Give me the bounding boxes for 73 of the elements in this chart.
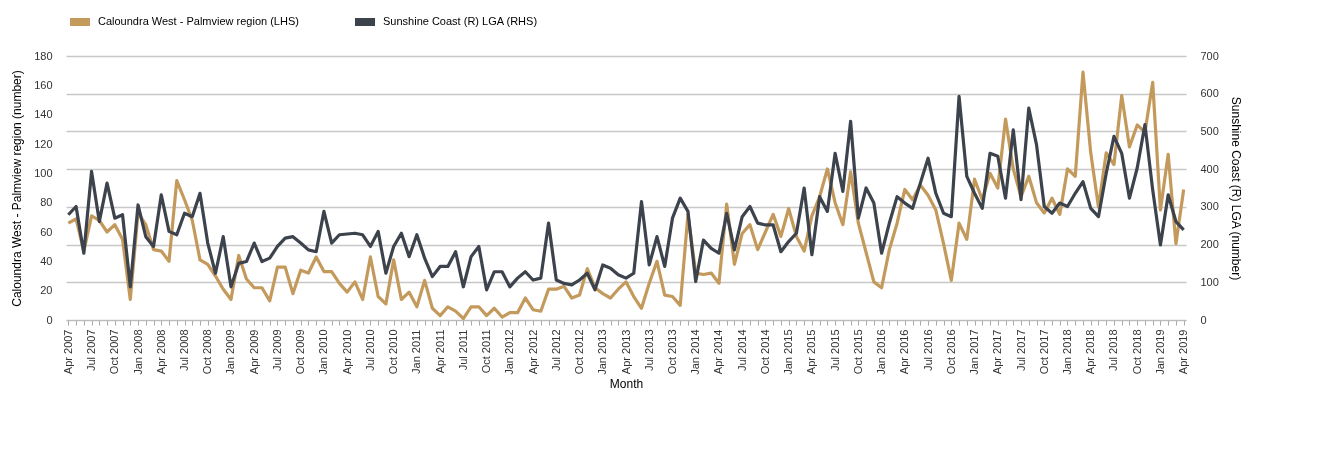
legend-label: Sunshine Coast (R) LGA (RHS): [383, 15, 538, 27]
legend-label: Caloundra West - Palmview region (LHS): [98, 15, 299, 27]
x-tick-label: Apr 2008: [154, 329, 167, 375]
x-tick-label: Oct 2011: [480, 329, 493, 374]
x-tick-label: Oct 2016: [944, 329, 957, 375]
y-tick-label: 100: [34, 166, 53, 179]
y-tick-label: 120: [34, 137, 53, 150]
x-tick-label: Jan 2010: [317, 329, 330, 375]
x-tick-label: Oct 2013: [665, 329, 678, 375]
y2-tick-label: 200: [1200, 238, 1219, 251]
x-tick-label: Jan 2009: [224, 329, 237, 375]
y2-tick-label: 0: [1200, 313, 1207, 326]
x-tick-label: Apr 2015: [805, 329, 818, 375]
y-tick-label: 0: [46, 313, 53, 326]
x-axis-title: Month: [609, 376, 644, 391]
x-tick-label: Apr 2010: [340, 329, 353, 375]
x-tick-label: Jan 2016: [875, 329, 888, 375]
y-tick-label: 40: [40, 254, 53, 267]
x-tick-label: Oct 2018: [1130, 329, 1143, 375]
y2-tick-label: 600: [1200, 87, 1219, 100]
x-tick-label: Apr 2019: [1177, 329, 1190, 375]
x-tick-label: Oct 2007: [108, 329, 121, 375]
x-tick-label: Jan 2014: [689, 329, 702, 375]
y-tick-label: 180: [34, 49, 53, 62]
x-tick-label: Apr 2013: [619, 329, 632, 375]
x-tick-label: Jan 2019: [1153, 329, 1166, 375]
y-tick-label: 20: [40, 284, 53, 297]
x-tick-label: Apr 2016: [898, 329, 911, 375]
x-tick-label: Jul 2008: [178, 329, 191, 372]
y-tick-label: 60: [40, 225, 53, 238]
y2-tick-label: 700: [1200, 49, 1219, 62]
x-tick-label: Jan 2015: [782, 329, 795, 375]
x-tick-label: Jul 2009: [270, 329, 283, 372]
x-tick-label: Apr 2011: [433, 329, 446, 374]
x-tick-label: Apr 2018: [1084, 329, 1097, 375]
x-tick-label: Apr 2007: [61, 329, 74, 375]
x-tick-label: Jul 2012: [549, 329, 562, 372]
x-tick-label: Jan 2013: [596, 329, 609, 375]
x-tick-label: Jan 2017: [968, 329, 981, 375]
x-tick-label: Apr 2012: [526, 329, 539, 375]
x-tick-label: Oct 2015: [851, 329, 864, 375]
x-tick-label: Jan 2011: [410, 329, 423, 374]
y2-tick-label: 400: [1200, 162, 1219, 175]
x-tick-label: Jul 2016: [921, 329, 934, 372]
y-tick-label: 80: [40, 196, 53, 209]
x-tick-label: Jul 2013: [642, 329, 655, 372]
x-tick-label: Jan 2018: [1060, 329, 1073, 375]
y-axis-title: Caloundra West - Palmview region (number): [10, 70, 25, 307]
y2-tick-label: 100: [1200, 275, 1219, 288]
x-tick-label: Jul 2010: [363, 329, 376, 372]
y2-axis-title: Sunshine Coast (R) LGA (number): [1228, 96, 1243, 281]
x-tick-label: Oct 2017: [1037, 329, 1050, 375]
y2-tick-label: 300: [1200, 200, 1219, 213]
x-tick-label: Oct 2012: [573, 329, 586, 375]
x-tick-label: Apr 2017: [991, 329, 1004, 375]
y2-tick-label: 500: [1200, 124, 1219, 137]
x-tick-label: Oct 2014: [758, 329, 771, 375]
x-tick-label: Apr 2014: [712, 329, 725, 375]
x-tick-label: Jul 2011: [456, 329, 469, 371]
x-tick-label: Jul 2018: [1107, 329, 1120, 372]
x-tick-label: Jul 2007: [85, 329, 98, 372]
x-tick-label: Jul 2017: [1014, 329, 1027, 372]
x-tick-label: Oct 2009: [294, 329, 307, 375]
x-tick-label: Oct 2008: [201, 329, 214, 375]
x-tick-label: Jan 2012: [503, 329, 516, 375]
x-tick-label: Jan 2008: [131, 329, 144, 375]
x-tick-label: Apr 2009: [247, 329, 260, 375]
y-tick-label: 160: [34, 78, 53, 91]
x-tick-label: Jul 2014: [735, 329, 748, 372]
x-tick-label: Jul 2015: [828, 329, 841, 372]
y-tick-label: 140: [34, 108, 53, 121]
x-tick-label: Oct 2010: [387, 329, 400, 375]
line-series: [66, 94, 1186, 292]
